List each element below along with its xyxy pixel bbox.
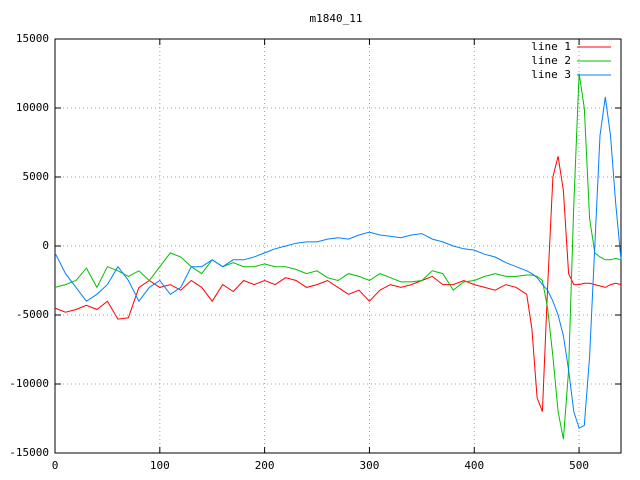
- y-tick-label: -15000: [9, 446, 49, 459]
- x-tick-label: 500: [569, 459, 589, 472]
- y-tick-label: 10000: [16, 101, 49, 114]
- x-tick-label: 0: [52, 459, 59, 472]
- legend-label: line 1: [531, 40, 571, 53]
- plot-frame: [54, 38, 622, 454]
- x-tick-label: 100: [150, 459, 170, 472]
- legend-label: line 2: [531, 54, 571, 67]
- y-tick-label: 15000: [16, 32, 49, 45]
- y-tick-label: -10000: [9, 377, 49, 390]
- chart-title: m1840_11: [310, 12, 363, 25]
- data-line: [54, 96, 622, 429]
- x-tick-label: 300: [360, 459, 380, 472]
- y-tick-label: 0: [42, 239, 49, 252]
- y-tick-label: 5000: [23, 170, 50, 183]
- y-tick-label: -5000: [16, 308, 49, 321]
- data-line: [54, 156, 622, 412]
- data-line: [54, 73, 622, 440]
- legend-label: line 3: [531, 68, 571, 81]
- x-tick-label: 200: [255, 459, 275, 472]
- x-tick-label: 400: [464, 459, 484, 472]
